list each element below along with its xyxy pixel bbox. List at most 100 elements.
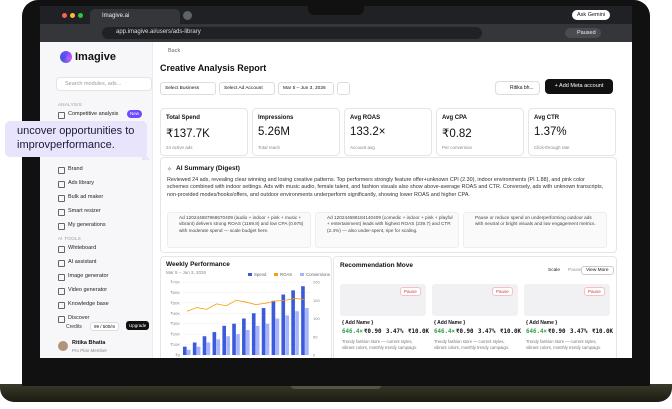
profile[interactable]: Paused bbox=[565, 28, 601, 38]
bar bbox=[182, 346, 187, 355]
bullet-text: Pause or reduce spend on underperforming… bbox=[475, 215, 596, 227]
nav-item[interactable]: AI assistant bbox=[68, 259, 97, 265]
window-dot bbox=[78, 13, 83, 18]
filter[interactable]: Mar 5 – Jun 3, 2026 bbox=[278, 82, 334, 95]
logo: Imagive bbox=[75, 51, 116, 63]
line bbox=[186, 298, 306, 312]
bar bbox=[202, 336, 207, 355]
tab-title: Imagive.ai bbox=[102, 13, 130, 19]
kpi-sub: 24 active ads bbox=[166, 145, 193, 150]
back[interactable]: Back bbox=[168, 48, 181, 54]
kpi-value: 133.2× bbox=[350, 126, 386, 138]
kpi-sub: Account avg bbox=[350, 145, 375, 150]
y2-tick-label: 200 bbox=[313, 280, 320, 285]
legend-label: Spend bbox=[254, 272, 267, 277]
y-tick-label: ₹50K bbox=[170, 300, 180, 305]
add-account[interactable]: + Add Meta account bbox=[545, 79, 613, 94]
nav-item[interactable]: Brand bbox=[68, 166, 83, 172]
kpi-value: ₹0.82 bbox=[442, 128, 472, 140]
nav-item[interactable]: Image generator bbox=[68, 273, 109, 279]
bar bbox=[232, 323, 236, 355]
window-dot bbox=[70, 13, 75, 18]
nav-item[interactable]: Discover bbox=[68, 315, 90, 321]
kpi-label: Avg ROAS bbox=[350, 115, 381, 121]
rec-metric: 3.47% bbox=[386, 329, 404, 335]
bar bbox=[301, 286, 305, 355]
rec-name: { Add Name } bbox=[526, 320, 558, 326]
bullet-text: Ad 120244687968670409 (audio + indoor + … bbox=[179, 215, 304, 233]
filter[interactable]: Select Business bbox=[160, 82, 216, 95]
bar bbox=[246, 329, 250, 355]
summary-icon: ✧ bbox=[167, 167, 173, 173]
nav-icon bbox=[58, 260, 65, 267]
bullet-box bbox=[315, 212, 459, 248]
rec-tab[interactable]: Pause bbox=[568, 268, 582, 273]
kpi-value: 5.26M bbox=[258, 126, 290, 138]
rec-metric: ₹0.90 bbox=[364, 329, 382, 335]
y2-tick-label: 150 bbox=[313, 298, 320, 303]
bar bbox=[251, 313, 256, 355]
kpi-sub: Per conversion bbox=[442, 145, 473, 150]
nav-item[interactable]: Whiteboard bbox=[68, 245, 97, 251]
kpi-card bbox=[160, 108, 248, 156]
user-chip[interactable]: Ritika bh... bbox=[495, 81, 540, 95]
search-button[interactable] bbox=[337, 82, 350, 95]
nav-item[interactable]: Knowledge base bbox=[68, 301, 109, 307]
search[interactable]: Search modules, ads... bbox=[56, 77, 152, 91]
nav-item[interactable]: Video generator bbox=[68, 287, 108, 293]
recommendation-title: Recommendation Move bbox=[340, 262, 413, 269]
upgrade[interactable]: Upgrade bbox=[126, 321, 150, 330]
y-tick-label: ₹40K bbox=[170, 311, 180, 316]
tab[interactable] bbox=[90, 9, 180, 24]
rec-metric: 3.47% bbox=[570, 329, 588, 335]
kpi-card bbox=[344, 108, 432, 156]
bar bbox=[275, 318, 280, 355]
nav-icon bbox=[58, 195, 65, 202]
bar bbox=[186, 349, 191, 355]
camera-notch bbox=[308, 6, 364, 15]
legend-swatch bbox=[248, 273, 252, 276]
chart-subtitle: Mar 5 – Jun 3, 2026 bbox=[166, 270, 207, 275]
summary-text: Reviewed 24 ads, revealing clear winning… bbox=[167, 177, 604, 198]
bar bbox=[192, 342, 197, 355]
bar bbox=[291, 290, 295, 355]
nav-item[interactable]: My generations bbox=[68, 222, 106, 228]
new-tab[interactable] bbox=[183, 11, 192, 20]
logo-icon bbox=[60, 51, 72, 63]
nav-icon bbox=[58, 274, 65, 281]
rec-desc: Trendy fashion store — current styles, v… bbox=[526, 339, 602, 350]
nav-icon bbox=[58, 246, 65, 253]
nav-item[interactable]: Smart resizer bbox=[68, 208, 101, 214]
bar bbox=[196, 346, 201, 355]
nav-item[interactable]: Ads library bbox=[68, 180, 94, 186]
rec-tab[interactable]: Scale bbox=[548, 268, 560, 273]
legend-swatch bbox=[300, 273, 304, 276]
user-plan: Pro Plan Member bbox=[72, 348, 108, 353]
kpi-label: Total Spend bbox=[166, 115, 200, 121]
rec-metric: 646.4× bbox=[342, 329, 363, 335]
chart-title: Weekly Performance bbox=[166, 261, 230, 268]
kpi-label: Impressions bbox=[258, 115, 294, 121]
nav-item[interactable]: Bulk ad maker bbox=[68, 194, 104, 200]
filter[interactable]: Select Ad Account bbox=[219, 82, 275, 95]
bar bbox=[281, 294, 286, 355]
bar bbox=[206, 342, 211, 355]
rec-tag: Pause bbox=[400, 287, 421, 296]
callout-text: uncover opportunities to improvperforman… bbox=[17, 125, 135, 151]
kpi-value: ₹137.7K bbox=[166, 128, 210, 140]
section-heading: ANALYSIS bbox=[58, 102, 83, 107]
nav-item[interactable]: Competitive analysis bbox=[68, 111, 119, 117]
window-dot bbox=[62, 13, 67, 18]
url-field[interactable] bbox=[102, 27, 482, 39]
callout bbox=[5, 121, 147, 157]
view-more[interactable]: View More bbox=[581, 266, 614, 275]
rec-desc: Trendy fashion store — current styles, v… bbox=[342, 339, 418, 350]
rec-metric: ₹0.90 bbox=[548, 329, 566, 335]
nav-icon bbox=[58, 112, 65, 119]
bar bbox=[222, 325, 227, 355]
section-heading: AI TOOLS bbox=[58, 236, 81, 241]
user-name: Ritika Bhatia bbox=[72, 340, 106, 346]
bar bbox=[295, 311, 299, 355]
ask-gemini[interactable]: Ask Gemini bbox=[572, 10, 611, 20]
bar bbox=[305, 308, 309, 355]
